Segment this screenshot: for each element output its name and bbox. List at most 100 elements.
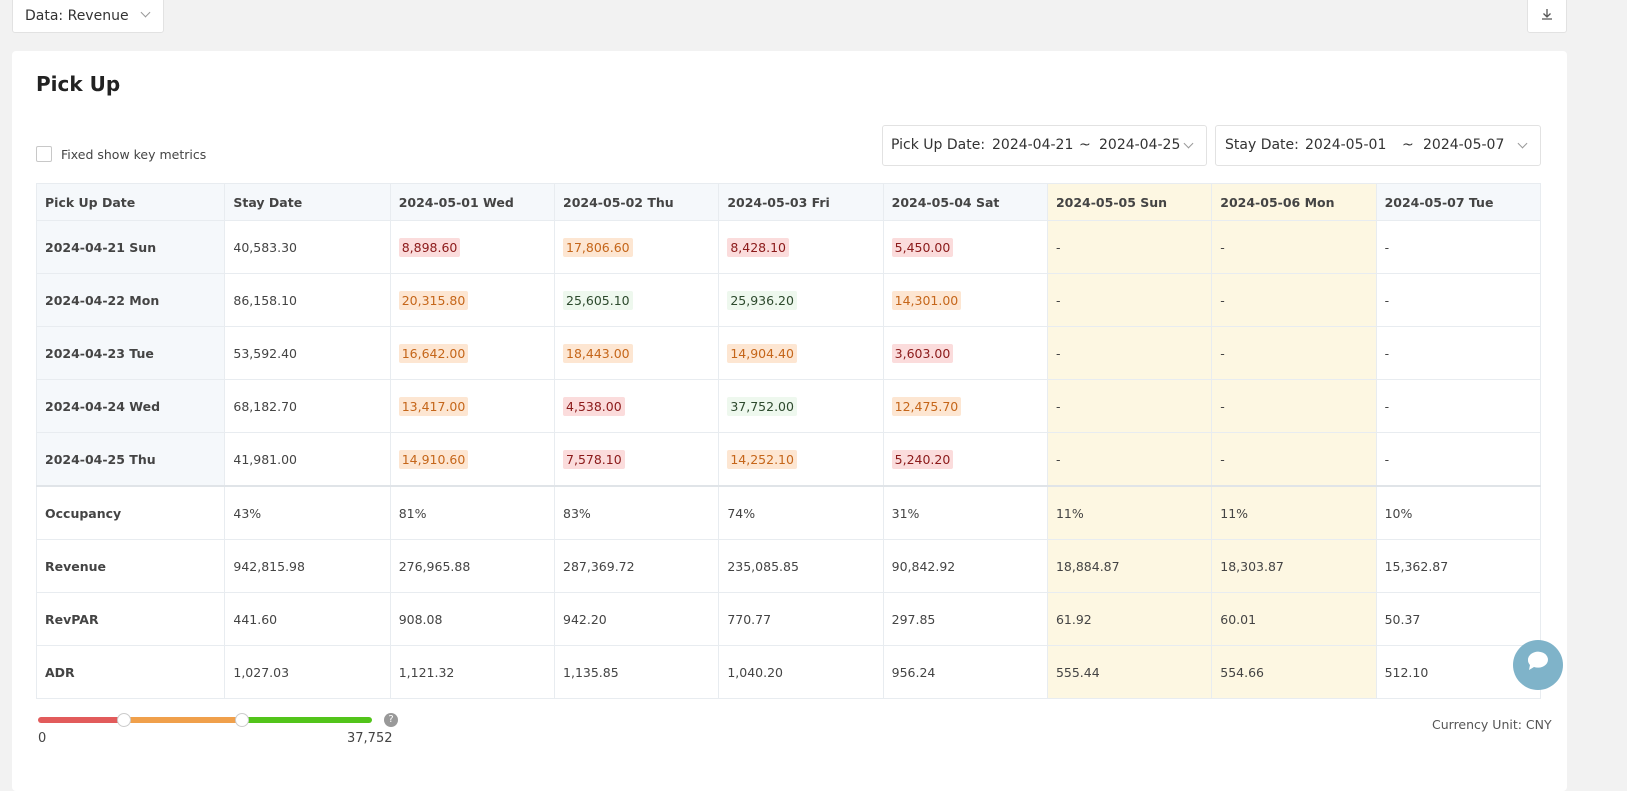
metric-cell: 770.77 [718,592,884,646]
metric-cell: 942.20 [554,592,720,646]
filter-from: 2024-05-01 [1305,137,1387,153]
value-chip: 14,904.40 [727,343,797,363]
title: Pick Up [36,72,121,96]
range-knob[interactable] [235,713,249,727]
value-chip: 13,417.00 [398,396,469,416]
cell: 4,538.00 [554,379,720,433]
filter-sep: ~ [1079,137,1091,153]
metric-cell: Revenue [35,539,226,593]
data-row: 2024-04-25 Thu 41,981.00 14,910.60 7,578.10… [35,432,1542,487]
help-icon[interactable]: ? [384,713,398,727]
value-chip: 8,428.10 [727,237,789,257]
pickup-date-filter[interactable]: Pick Up Date: 2024-04-21 ~ 2024-04-25 [882,125,1207,166]
value-chip: 25,605.10 [563,290,633,310]
download-icon [1542,9,1552,20]
metric-cell: 441.60 [224,592,391,646]
value-chip: 12,475.70 [891,396,962,416]
cell: 25,936.20 [718,273,884,327]
cell: 18,443.00 [554,326,720,380]
cell: 3,603.00 [882,326,1048,380]
metric-cell: 908.08 [389,592,556,646]
metric-cell: 1,135.85 [554,645,720,699]
value-chip: 20,315.80 [398,290,469,310]
cell: - [1375,220,1542,274]
currency-unit: Currency Unit: CNY [1432,717,1552,732]
cell: 14,904.40 [718,326,884,380]
cell: 2024-04-25 Thu [35,432,226,487]
cell: 5,240.20 [882,432,1048,487]
cell: 2024-04-23 Tue [35,326,226,380]
metric-cell: 31% [882,485,1048,540]
cell: - [1046,379,1213,433]
cell: 16,642.00 [389,326,556,380]
checkbox[interactable] [36,146,52,162]
value-chip: 5,240.20 [891,449,954,469]
cell: 37,752.00 [718,379,884,433]
cell: 86,158.10 [224,273,391,327]
metric-cell: 60.01 [1211,592,1377,646]
value-chip: 16,642.00 [398,343,469,363]
value-chip: 17,806.60 [563,237,633,257]
cell: 5,450.00 [882,220,1048,274]
value-chip: 5,450.00 [891,237,954,257]
metric-cell: 1,027.03 [224,645,391,699]
metric-cell: 18,303.87 [1211,539,1377,593]
cell: - [1211,220,1377,274]
column-header: 2024-05-06 Mon [1211,183,1377,221]
cell: 13,417.00 [389,379,556,433]
metric-cell: 50.37 [1375,592,1542,646]
metric-cell: 15,362.87 [1375,539,1542,593]
checkbox-label[interactable]: Fixed show key metrics [61,147,207,162]
filter-label: Pick Up Date: [891,137,986,153]
metric-cell: 83% [554,485,720,540]
value-chip: 7,578.10 [563,449,625,469]
data-row: 2024-04-21 Sun 40,583.30 8,898.60 17,806.60… [35,220,1542,274]
metric-cell: 11% [1211,485,1377,540]
cell: 20,315.80 [389,273,556,327]
range-knob[interactable] [117,713,131,727]
cell: 2024-04-21 Sun [35,220,226,274]
value-chip: 18,443.00 [563,343,633,363]
cell: 8,898.60 [389,220,556,274]
metric-cell: 287,369.72 [554,539,720,593]
metric-cell: 1,040.20 [718,645,884,699]
metric-cell: 942,815.98 [224,539,391,593]
stay-date-filter[interactable]: Stay Date: 2024-05-01 ~ 2024-05-07 [1215,125,1541,166]
cell: 12,475.70 [882,379,1048,433]
value-chip: 14,301.00 [891,290,962,310]
metric-cell: Occupancy [35,485,226,540]
value-chip: 14,910.60 [398,449,469,469]
cell: 2024-04-24 Wed [35,379,226,433]
cell: 41,981.00 [224,432,391,487]
download-button[interactable] [1527,0,1567,33]
cell: - [1046,326,1213,380]
cell: - [1046,432,1213,487]
metric-cell: 11% [1046,485,1213,540]
range-min: 0 [38,731,47,746]
cell: 14,252.10 [718,432,884,487]
cell: - [1046,273,1213,327]
cell: 25,605.10 [554,273,720,327]
header-row: Pick Up Date Stay Date 2024-05-01 Wed 2024-… [35,183,1542,221]
chat-button[interactable] [1513,640,1563,690]
metric-cell: 555.44 [1046,645,1213,699]
metric-row: Revenue 942,815.98 276,965.88 287,369.72 235… [35,539,1542,593]
metric-cell: 18,884.87 [1046,539,1213,593]
filter-to: 2024-04-25 [1099,137,1181,153]
range-track [38,717,372,723]
metric-cell: 956.24 [882,645,1048,699]
cell: - [1211,432,1377,487]
metric-cell: 10% [1375,485,1542,540]
cell: 40,583.30 [224,220,391,274]
column-header: 2024-05-07 Tue [1375,183,1542,221]
cell: - [1375,273,1542,327]
cell: - [1375,326,1542,380]
data-select[interactable]: Data: Revenue [12,0,164,33]
value-chip: 37,752.00 [727,396,797,416]
cell: - [1211,379,1377,433]
value-chip: 14,252.10 [727,449,797,469]
cell: 53,592.40 [224,326,391,380]
metric-cell: 90,842.92 [882,539,1048,593]
metric-row: ADR 1,027.03 1,121.32 1,135.85 1,040.20 956.2… [35,645,1542,699]
